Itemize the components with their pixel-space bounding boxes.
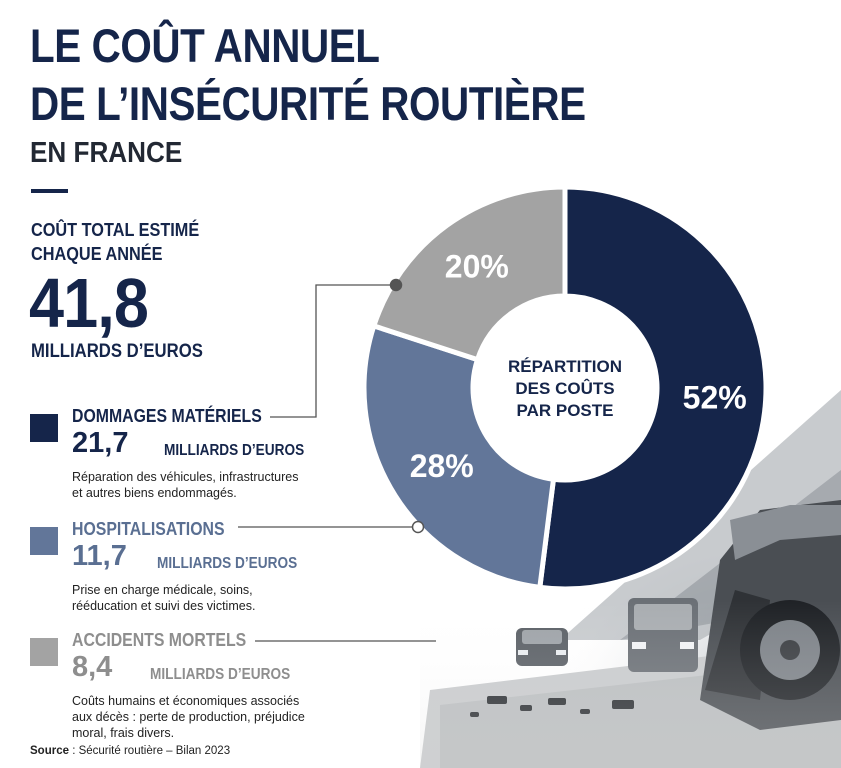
source-note: Source : Sécurité routière – Bilan 2023 xyxy=(30,745,230,757)
donut-slice-fatal-accidents xyxy=(370,184,568,363)
center-label-line-2: DES COÛTS xyxy=(515,379,614,398)
category-title: HOSPITALISATIONS xyxy=(72,519,225,539)
legend-swatch-hospitalizations xyxy=(30,527,58,555)
leader-dot-material-damage xyxy=(389,278,403,292)
title-line-1: LE COÛT ANNUEL xyxy=(30,19,380,72)
category-unit: MILLIARDS D’EUROS xyxy=(164,442,305,459)
slice-label-hospitalizations: 28% xyxy=(410,448,474,484)
center-label-line-3: PAR POSTE xyxy=(517,401,614,420)
leader-dot-hospitalizations xyxy=(411,520,425,534)
source-text: : Sécurité routière – Bilan 2023 xyxy=(69,745,231,757)
center-label-line-1: RÉPARTITION xyxy=(508,357,622,376)
category-title: ACCIDENTS MORTELS xyxy=(72,630,247,650)
category-unit: MILLIARDS D’EUROS xyxy=(157,555,298,572)
title-divider xyxy=(31,189,68,193)
total-label-line-2: CHAQUE ANNÉE xyxy=(31,243,163,264)
source-label: Source xyxy=(30,745,69,757)
category-unit: MILLIARDS D’EUROS xyxy=(150,666,291,683)
category-value: 8,4 xyxy=(72,651,113,683)
legend-swatch-material-damage xyxy=(30,414,58,442)
category-value: 11,7 xyxy=(72,540,127,572)
total-label: COÛT TOTAL ESTIMÉ CHAQUE ANNÉE xyxy=(31,218,199,266)
donut-slice-material-damage xyxy=(537,184,769,592)
subtitle: EN FRANCE xyxy=(30,137,183,169)
legend-swatch-fatal-accidents xyxy=(30,638,58,666)
category-value: 21,7 xyxy=(72,427,129,459)
total-label-line-1: COÛT TOTAL ESTIMÉ xyxy=(31,219,200,240)
title-line-2: DE L’INSÉCURITÉ ROUTIÈRE xyxy=(30,77,586,130)
slice-label-fatal-accidents: 20% xyxy=(445,249,509,285)
category-description: Coûts humains et économiques associés au… xyxy=(72,694,305,740)
category-description: Réparation des véhicules, infrastructure… xyxy=(72,470,299,500)
category-title: DOMMAGES MATÉRIELS xyxy=(72,406,262,426)
slice-label-material-damage: 52% xyxy=(683,379,747,415)
leader-line-material-damage xyxy=(270,284,396,418)
total-unit: MILLIARDS D’EUROS xyxy=(31,341,203,362)
category-description: Prise en charge médicale, soins, rééduca… xyxy=(72,583,256,613)
total-value: 41,8 xyxy=(29,264,149,342)
donut-slice-hospitalizations xyxy=(361,322,557,591)
